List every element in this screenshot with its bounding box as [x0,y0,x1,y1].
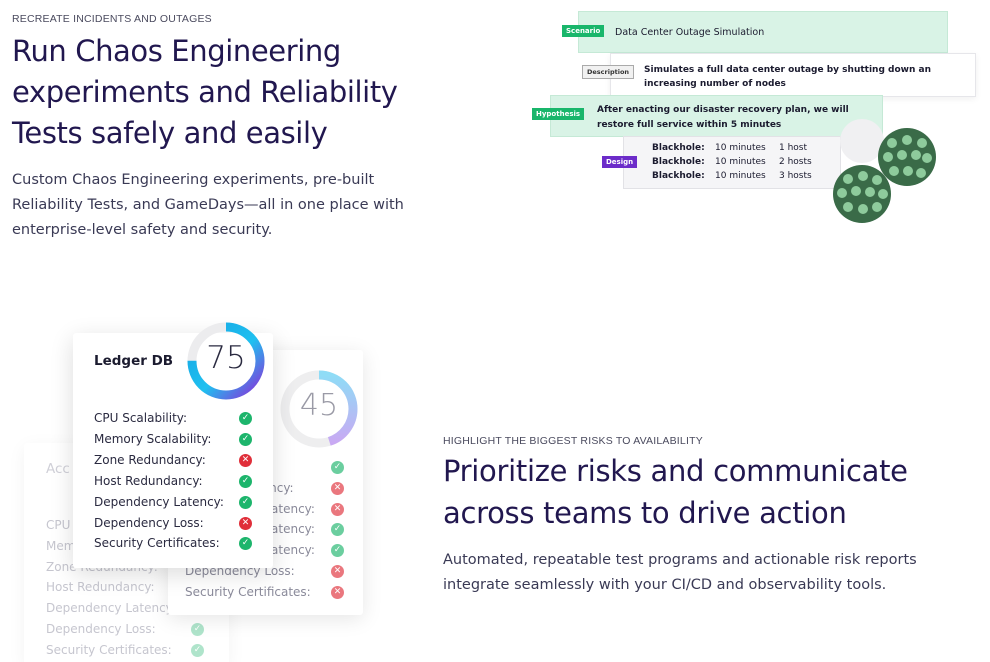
check-pass-icon: ✓ [191,643,204,657]
scorecard-title: Ledger DB [94,353,174,369]
scorecard-front: Ledger DB 75 CPU Scalability: ✓ Memory Sca… [73,322,273,568]
hero-title: Run Chaos Engineering experiments and Re… [12,34,398,150]
check-fail-icon: ✕ [331,585,344,599]
check-label: Security Certificates: [185,584,311,599]
design-hosts: 1 host [779,143,808,153]
check-pass-icon: ✓ [239,474,252,488]
check-fail-icon: ✕ [331,565,344,578]
design-duration: 10 minutes [715,143,766,153]
design-duration: 10 minutes [715,157,766,167]
node-cluster-icon [878,128,936,186]
description-text: Simulates a full data center outage by s… [644,65,931,89]
design-attack: Blackhole: [652,143,705,153]
check-label: CPU Scalability: [94,411,188,425]
check-label: Security Certificates: [94,536,220,551]
design-hosts: 2 hosts [779,157,812,167]
check-label: Memory Scalability: [94,431,212,446]
score-gauge-75 [187,322,265,400]
check-fail-icon: ✕ [331,481,344,495]
check-pass-icon: ✓ [331,523,344,537]
node-cluster-icon [833,165,891,223]
hypothesis-text: After enacting our disaster recovery pla… [597,105,849,130]
check-label: Mem [46,538,76,553]
design-attack: Blackhole: [652,157,705,167]
check-label: Dependency Loss: [46,622,156,636]
check-fail-icon: ✕ [239,516,252,530]
scorecard-title: Acc [46,461,70,477]
score-value: 45 [299,388,339,423]
design-hosts: 3 hosts [779,171,812,181]
check-pass-icon: ✓ [239,432,252,446]
check-label: Dependency Latency: [46,601,176,616]
check-label: Dependency Latency: [94,494,224,509]
design-duration: 10 minutes [715,171,766,181]
score-value: 75 [206,340,246,376]
scenario-tag: Scenario [562,25,605,37]
check-pass-icon: ✓ [331,544,344,558]
check-label: Dependency Loss: [94,515,204,530]
risks-title: Prioritize risks and communicate across … [443,454,908,530]
risks-description: Automated, repeatable test programs and … [443,552,917,593]
hero-eyebrow: RECREATE INCIDENTS AND OUTAGES [12,13,212,25]
check-pass-icon: ✓ [191,623,204,636]
design-attack: Blackhole: [652,171,705,181]
hypothesis-tag: Hypothesis [532,108,585,120]
hypothesis-panel: After enacting our disaster recovery pla… [550,95,883,137]
check-pass-icon: ✓ [239,537,252,551]
check-label: Host Redundancy: [46,580,155,595]
check-label: Host Redundancy: [94,473,203,488]
scenario-text: Data Center Outage Simulation [615,27,765,38]
risks-eyebrow: HIGHLIGHT THE BIGGEST RISKS TO AVAILABIL… [443,435,703,447]
description-tag: Description [582,65,635,79]
check-fail-icon: ✕ [331,502,344,516]
check-pass-icon: ✓ [239,495,252,509]
check-label: Zone Redundancy: [94,452,206,467]
check-pass-icon: ✓ [239,412,252,425]
score-gauge-45 [280,370,358,448]
check-fail-icon: ✕ [239,453,252,467]
check-label: CPU [46,518,71,532]
design-tag: Design [602,156,638,168]
design-panel: Blackhole: 10 minutes 1 host Blackhole: … [623,136,841,189]
check-label: Security Certificates: [46,642,172,657]
description-panel: Simulates a full data center outage by s… [610,53,976,97]
check-pass-icon: ✓ [331,461,344,474]
hero-description: Custom Chaos Engineering experiments, pr… [12,172,404,238]
faded-node-cluster-icon [840,119,884,163]
scenario-panel: Data Center Outage Simulation [578,11,948,53]
